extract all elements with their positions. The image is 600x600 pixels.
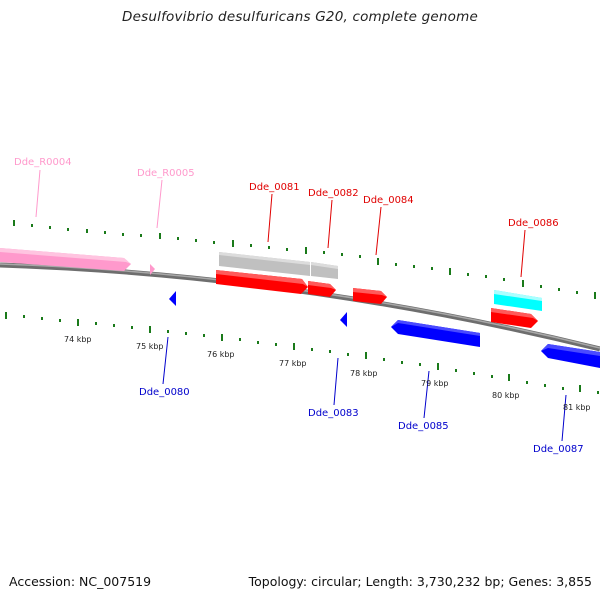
gene-dde-r0004[interactable]	[0, 248, 131, 271]
gene-dde-r0005[interactable]	[150, 264, 155, 275]
gene-dde-0086[interactable]	[491, 308, 538, 328]
forward-strand-features	[0, 248, 542, 328]
scale-label: 80 kbp	[492, 391, 520, 400]
gene-label-dde-0082[interactable]: Dde_0082	[308, 188, 359, 199]
scale-label: 74 kbp	[64, 335, 92, 344]
gene-dde-0087[interactable]	[541, 344, 600, 368]
scale-label: 77 kbp	[279, 359, 307, 368]
gene-label-dde-0081[interactable]: Dde_0081	[249, 182, 300, 193]
genome-summary-text: Topology: circular; Length: 3,730,232 bp…	[248, 574, 592, 589]
gene-label-dde-0083[interactable]: Dde_0083	[308, 408, 359, 419]
gene-labels: Dde_R0004 Dde_R0005 Dde_0081 Dde_0082 Dd…	[14, 157, 584, 455]
gene-label-dde-0087[interactable]: Dde_0087	[533, 444, 584, 455]
gene-dde-0082[interactable]	[308, 281, 336, 297]
gene-dde-0084[interactable]	[353, 288, 387, 304]
inner-tick-row	[5, 312, 599, 394]
gene-label-dde-r0004[interactable]: Dde_R0004	[14, 157, 72, 168]
scale-label: 78 kbp	[350, 369, 378, 378]
gene-dde-0085[interactable]	[391, 320, 480, 347]
gene-label-dde-0086[interactable]: Dde_0086	[508, 218, 559, 229]
outer-tick-row	[13, 220, 596, 299]
gene-dde-0082-pseudo[interactable]	[311, 262, 338, 279]
label-leader-lines	[35, 169, 567, 442]
gene-dde-0080[interactable]	[169, 291, 176, 306]
scale-label: 75 kbp	[136, 342, 164, 351]
accession-text: Accession: NC_007519	[9, 574, 152, 589]
gene-dde-0081-pseudo[interactable]	[219, 252, 310, 276]
scale-labels: 74 kbp 75 kbp 76 kbp 77 kbp 78 kbp 79 kb…	[64, 335, 591, 412]
gene-label-dde-0080[interactable]: Dde_0080	[139, 387, 190, 398]
gene-dde-0081[interactable]	[216, 270, 308, 294]
gene-label-dde-0084[interactable]: Dde_0084	[363, 195, 414, 206]
scale-label: 81 kbp	[563, 403, 591, 412]
gene-label-dde-r0005[interactable]: Dde_R0005	[137, 168, 195, 179]
scale-label: 76 kbp	[207, 350, 235, 359]
reverse-strand-features	[169, 291, 600, 368]
gene-label-dde-0085[interactable]: Dde_0085	[398, 421, 449, 432]
gene-dde-0083[interactable]	[340, 312, 347, 327]
map-title: Desulfovibrio desulfuricans G20, complet…	[122, 9, 478, 25]
scale-label: 79 kbp	[421, 379, 449, 388]
gene-dde-0086-other[interactable]	[494, 290, 542, 311]
